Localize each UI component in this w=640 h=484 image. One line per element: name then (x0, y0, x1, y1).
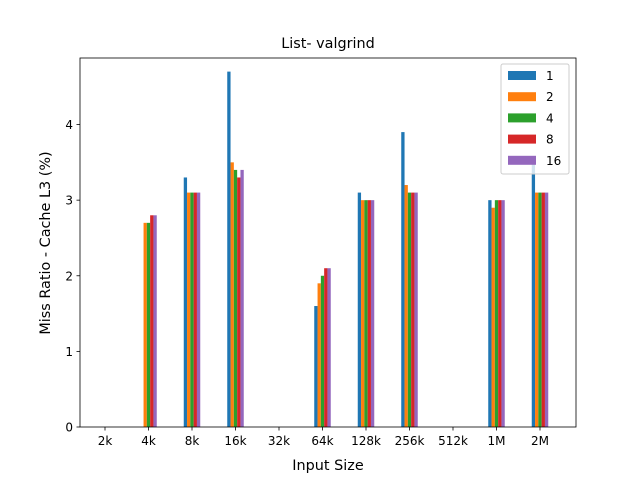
bar-series-2-128k (361, 200, 365, 427)
bar-series-4-8k (190, 192, 194, 427)
bar-series-8-16k (237, 177, 241, 427)
axes-layer: 0 1 2 3 4 2k 4k 8k 16k 32k 64k 128k 256k 512k 1M 2M (65, 57, 577, 448)
x-tick-label: 256k (395, 434, 425, 448)
bar-series-4-4k (146, 222, 151, 427)
legend-swatch-4 (508, 113, 536, 123)
legend-swatch-16 (508, 155, 536, 165)
x-tick-label: 2k (98, 434, 113, 448)
x-tick-label: 16k (224, 434, 246, 448)
y-tick-label: 2 (65, 269, 73, 283)
bar-series-16-8k (196, 192, 201, 427)
bar-series-1-256k (401, 132, 405, 427)
x-tick-label: 4k (141, 434, 156, 448)
bar-series-2-4k (143, 222, 147, 427)
legend-label-4: 4 (546, 111, 554, 125)
bar-series-8-256k (411, 192, 415, 427)
bar-series-1-64k (314, 306, 318, 427)
legend-label-8: 8 (546, 133, 554, 147)
y-tick-label: 3 (65, 194, 73, 208)
bar-series-1-16k (227, 71, 231, 428)
bar-series-8-8k (193, 192, 197, 427)
plot-frame (79, 57, 577, 428)
bar-series-16-256k (414, 192, 418, 427)
bar-series-8-128k (367, 200, 371, 427)
x-tick-label: 512k (438, 434, 468, 448)
bar-series-2-64k (317, 283, 321, 427)
bar-series-16-4k (153, 215, 157, 427)
bar-series-8-4k (150, 215, 154, 427)
x-tick-label: 128k (351, 434, 381, 448)
legend-swatch-2 (508, 92, 536, 102)
bar-series-1-2M (531, 162, 536, 427)
bars-layer (143, 71, 549, 428)
bar-series-16-64k (327, 268, 331, 427)
bar-series-4-2M (538, 192, 542, 427)
y-tick-label: 4 (65, 118, 73, 132)
legend-label-1: 1 (546, 69, 554, 83)
legend: 1 2 4 8 16 (500, 63, 570, 175)
chart-title: List- valgrind (281, 36, 375, 52)
bar-series-4-1M (494, 200, 499, 427)
bar-series-4-256k (407, 192, 412, 427)
bar-series-1-128k (357, 192, 362, 427)
bar-series-16-16k (240, 169, 244, 427)
legend-label-16: 16 (546, 154, 561, 168)
x-tick-label: 2M (531, 434, 549, 448)
bar-series-4-16k (233, 169, 238, 427)
bar-series-4-64k (320, 275, 325, 427)
bar-series-16-128k (370, 200, 375, 427)
bar-series-2-256k (404, 185, 408, 427)
x-tick-label: 64k (311, 434, 333, 448)
x-axis-label: Input Size (292, 458, 364, 474)
y-axis-label: Miss Ratio - Cache L3 (%) (38, 151, 54, 334)
legend-swatch-8 (508, 134, 536, 144)
legend-swatch-1 (508, 71, 536, 80)
legend-label-2: 2 (546, 90, 554, 104)
bar-series-4-128k (364, 200, 368, 427)
bar-series-16-1M (501, 200, 505, 427)
bar-series-2-2M (535, 192, 539, 427)
bar-series-2-8k (187, 192, 191, 427)
bar-series-1-1M (488, 200, 492, 427)
x-tick-label: 32k (268, 434, 290, 448)
bar-series-2-16k (230, 162, 234, 427)
bar-series-16-2M (544, 192, 549, 427)
y-tick-label: 0 (65, 421, 73, 435)
x-tick-label: 1M (488, 434, 506, 448)
y-tick-label: 1 (65, 345, 73, 359)
x-tick-label: 8k (185, 434, 200, 448)
bar-series-2-1M (491, 207, 495, 427)
bar-series-1-8k (183, 177, 188, 427)
bar-series-8-1M (498, 200, 502, 427)
bar-series-8-64k (324, 268, 328, 427)
bar-series-8-2M (541, 192, 545, 427)
